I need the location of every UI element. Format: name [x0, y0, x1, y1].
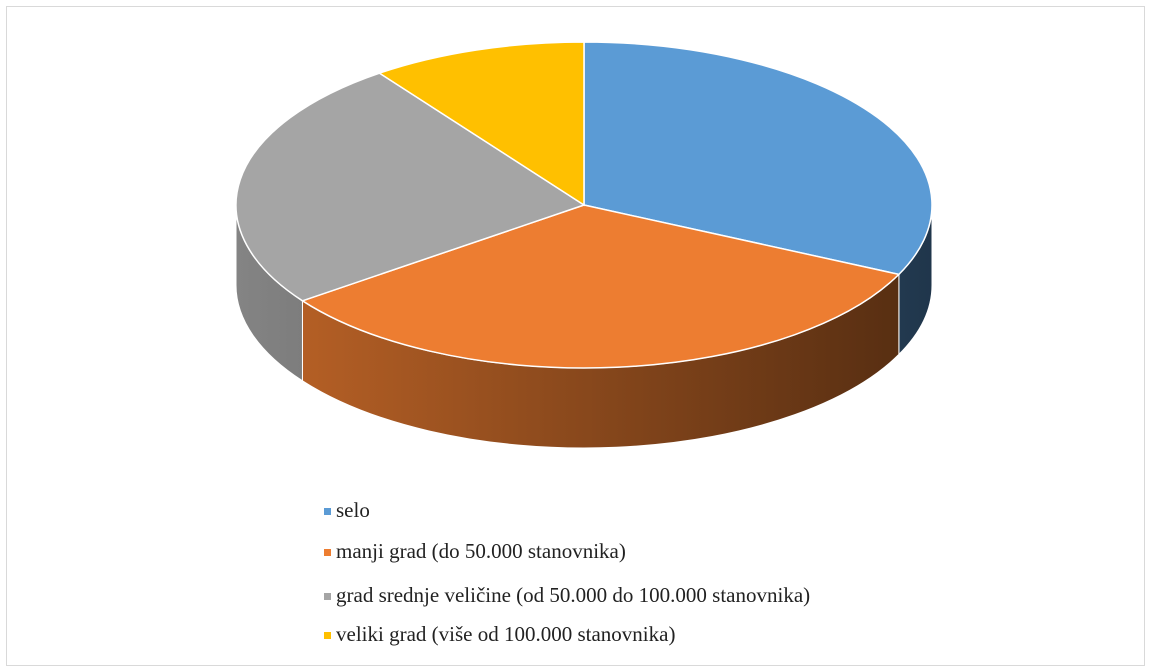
legend-label: selo — [336, 498, 370, 522]
legend-swatch — [324, 549, 331, 556]
legend-label: grad srednje veličine (od 50.000 do 100.… — [336, 583, 810, 607]
legend-swatch — [324, 593, 331, 600]
legend-label: veliki grad (više od 100.000 stanovnika) — [336, 622, 675, 646]
pie-slice — [377, 41, 585, 207]
legend-label: manji grad (do 50.000 stanovnika) — [336, 539, 626, 563]
pie-slice — [300, 204, 901, 369]
legend-swatch — [324, 508, 331, 515]
pie-slice — [235, 72, 586, 302]
legend-swatch — [324, 632, 331, 639]
pie-slice — [583, 41, 933, 276]
